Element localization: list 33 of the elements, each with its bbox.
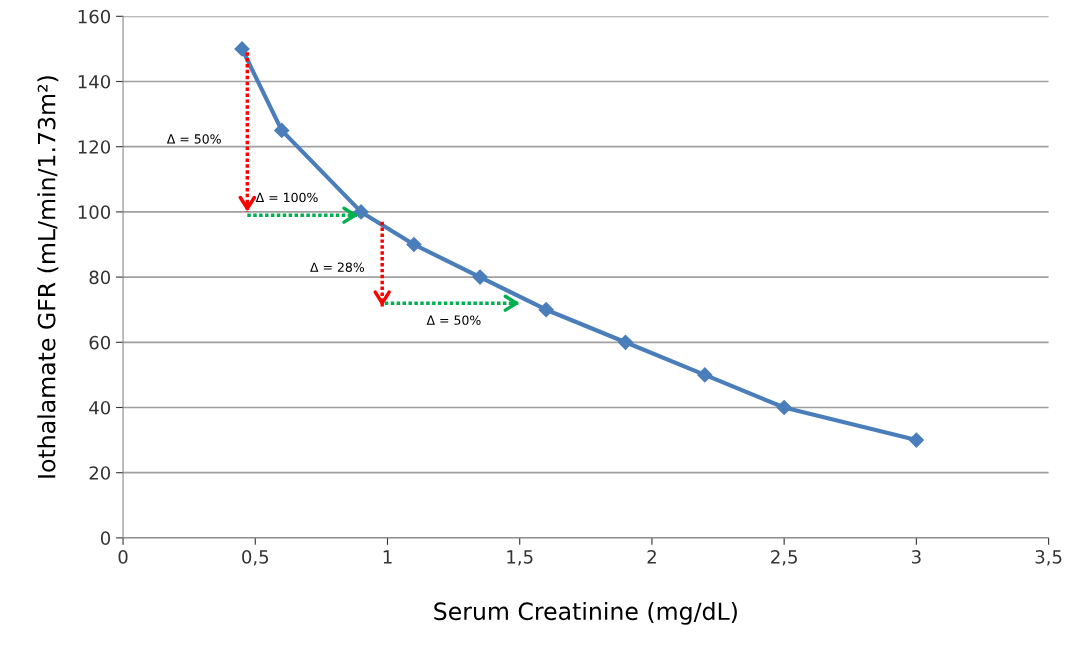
annotation: Δ = 28%	[310, 262, 365, 272]
point	[617, 334, 634, 350]
x-tick-label: 1	[383, 550, 392, 564]
annotation: Δ = 50%	[426, 315, 481, 325]
point	[472, 269, 488, 285]
x-tick-label: 2,5	[771, 550, 797, 566]
point	[776, 399, 792, 416]
point	[353, 204, 369, 220]
point	[908, 432, 924, 448]
x-axis-title: Serum Creatinine (mg/dL)	[434, 601, 737, 625]
y-tick-label: 40	[89, 400, 111, 415]
y-tick-label: 140	[78, 74, 111, 89]
annotation: Δ = 50%	[166, 134, 221, 144]
point	[697, 367, 713, 383]
x-tick-label: 3	[912, 550, 921, 564]
y-tick-label: 100	[78, 205, 111, 220]
y-tick-label: 120	[78, 140, 111, 154]
y-tick-label: 0	[100, 531, 111, 546]
point	[538, 302, 554, 318]
y-tick-label: 20	[89, 466, 111, 480]
y-tick-label: 80	[89, 270, 111, 285]
x-tick-label: 2	[647, 550, 656, 564]
x-tick-label: 0	[118, 550, 128, 564]
x-tick-label: 0,5	[242, 550, 269, 566]
x-tick-label: 1,5	[507, 550, 533, 566]
annotation: Δ = 100%	[255, 192, 318, 203]
point	[406, 236, 422, 253]
point	[234, 41, 250, 57]
x-tick-label: 3,5	[1035, 550, 1062, 566]
point	[274, 122, 290, 138]
y-tick-label: 60	[89, 335, 111, 350]
y-tick-label: 160	[78, 9, 111, 24]
y-axis-title: Iothalamate GFR (mL/min/1.73m²)	[37, 76, 59, 478]
